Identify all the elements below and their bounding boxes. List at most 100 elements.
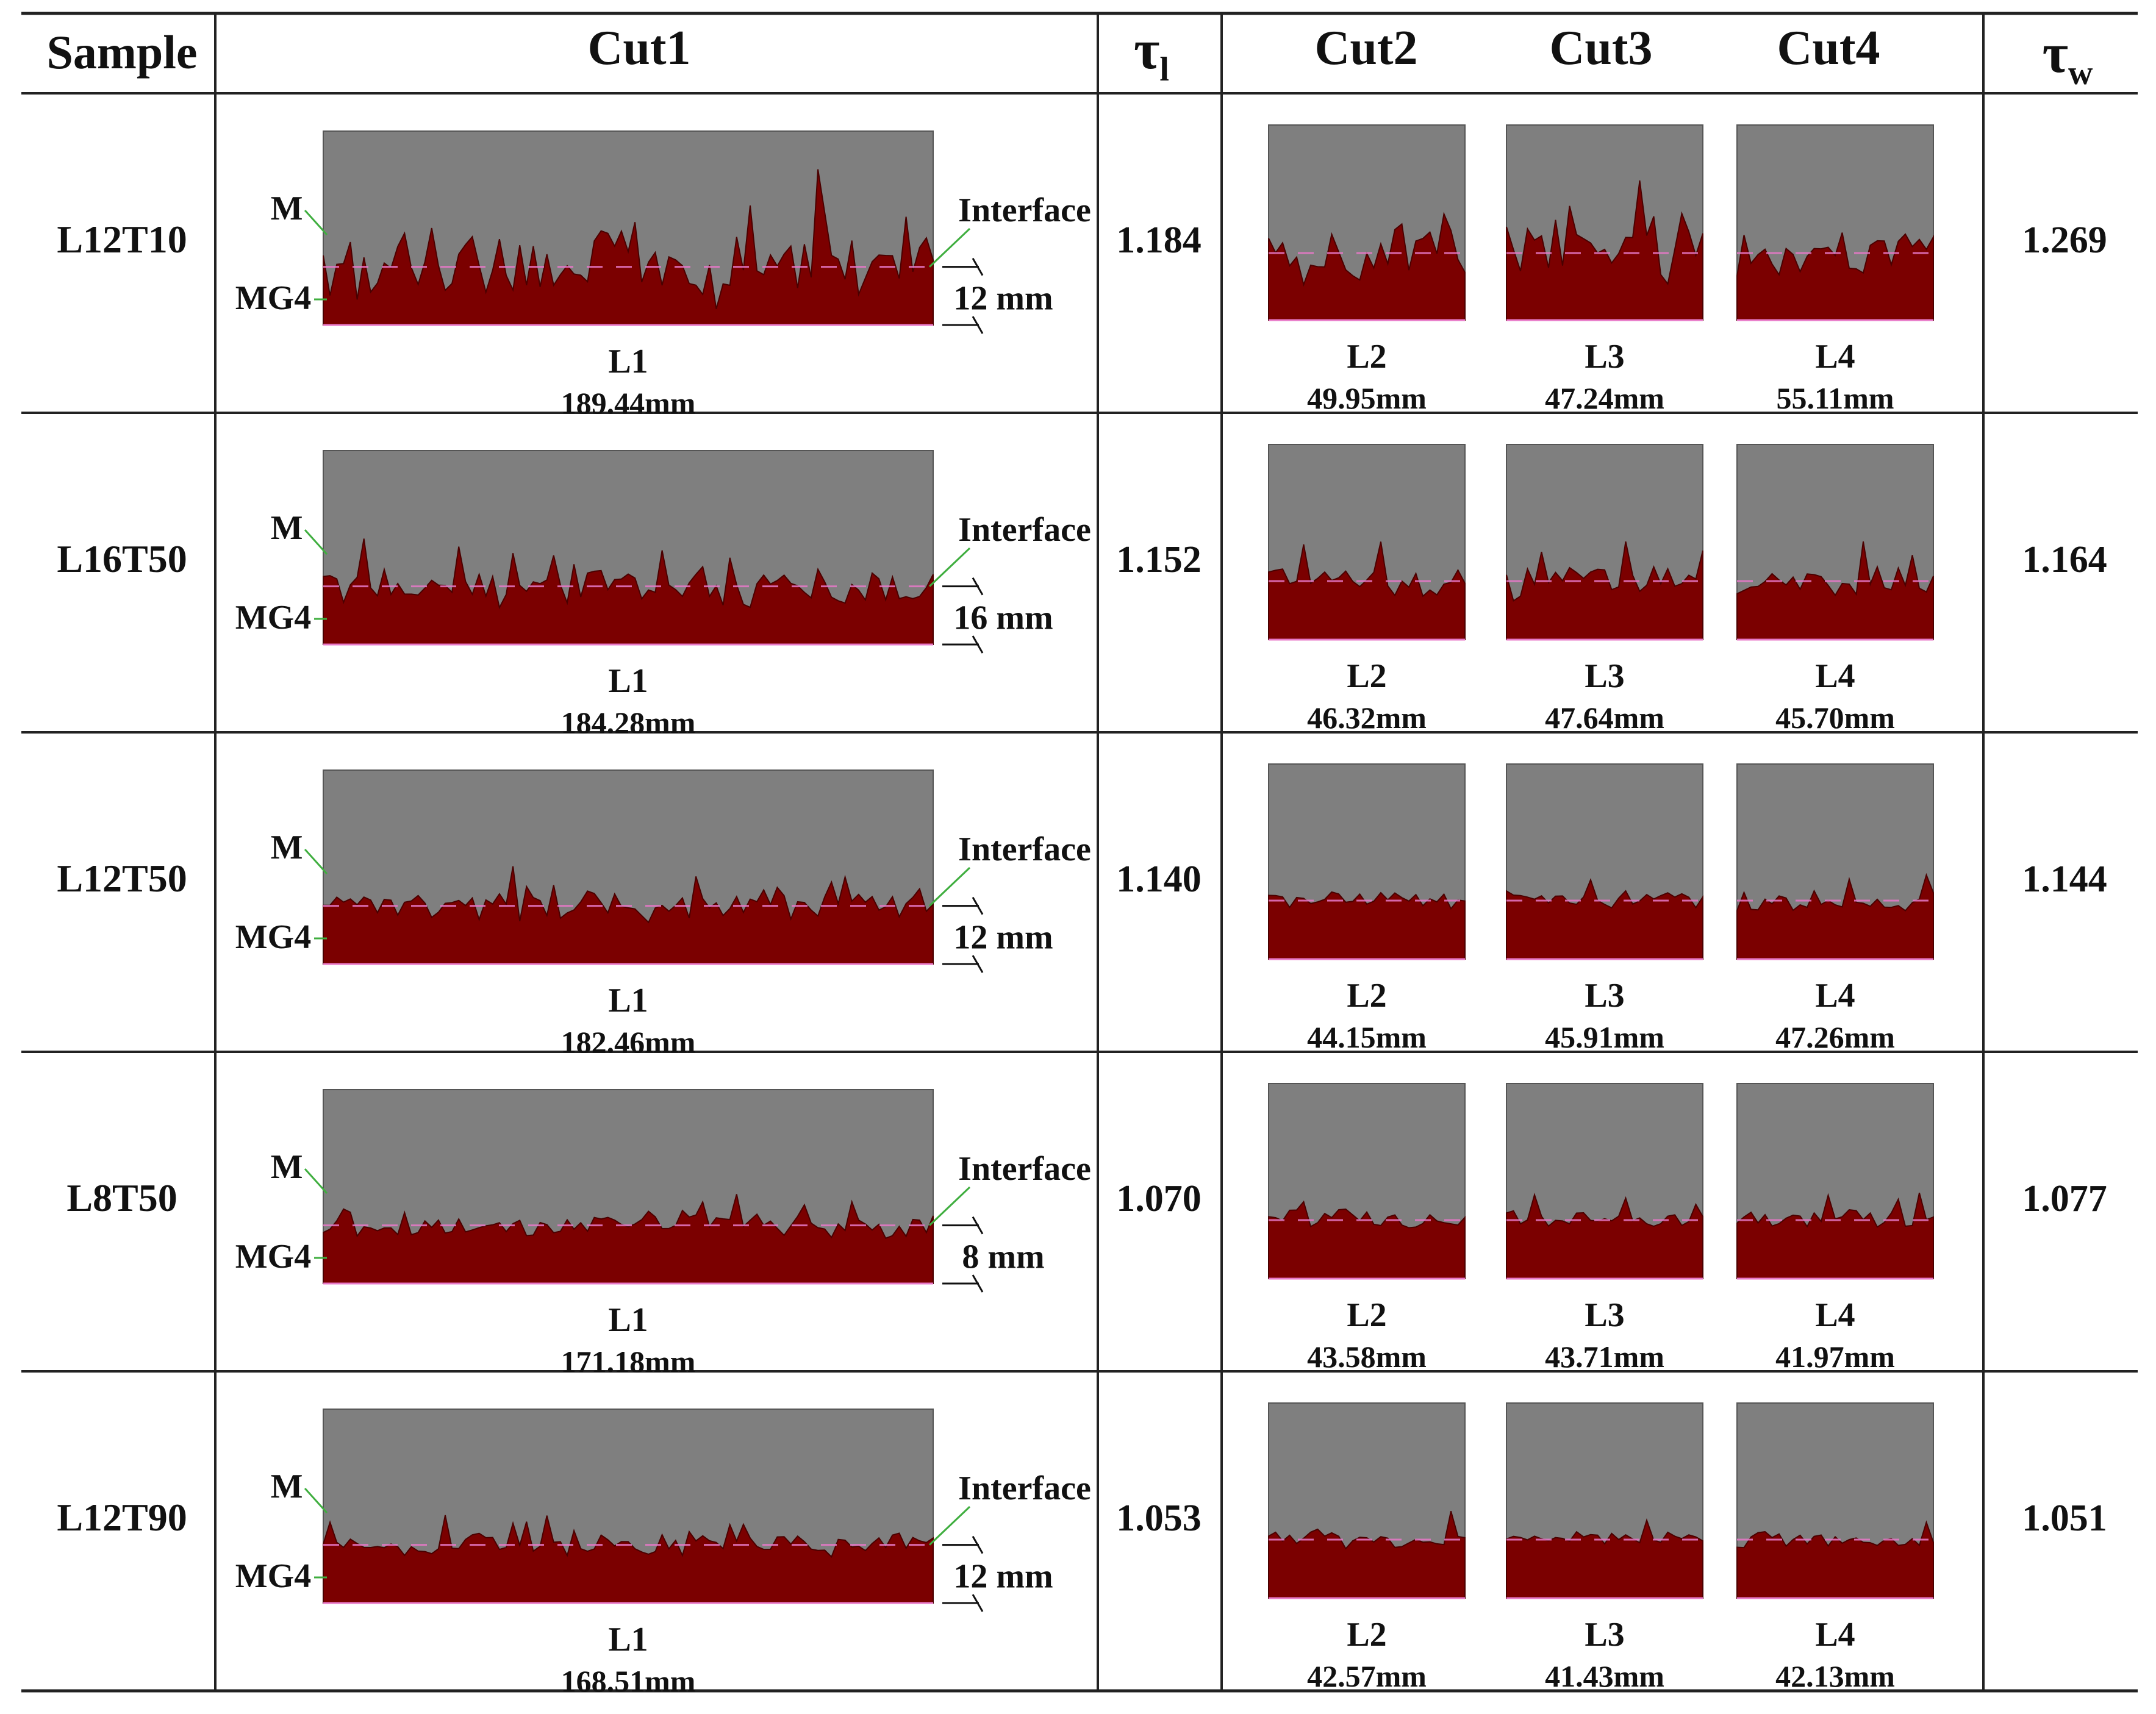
l2-length: 49.95mm: [1307, 381, 1427, 415]
sample-name: L16T50: [57, 537, 187, 580]
l4-label: L4: [1815, 1296, 1855, 1334]
dimension-slash-bottom: [972, 1594, 984, 1612]
header-sample: Sample: [46, 26, 197, 79]
table-row: L16T50 M MG4 Interface 16 mm L1 184.28mm 1.152 L…: [57, 444, 2107, 740]
leader-m: [304, 1168, 328, 1194]
l3-label: L3: [1585, 977, 1624, 1015]
tau-w-value: 1.269: [2022, 220, 2107, 261]
l2-label: L2: [1347, 657, 1386, 695]
thickness-label: 8 mm: [962, 1238, 1044, 1276]
l4-label: L4: [1815, 977, 1855, 1015]
label-interface: Interface: [958, 191, 1091, 229]
sample-name: L8T50: [66, 1176, 177, 1219]
header-cut4: Cut4: [1777, 21, 1880, 75]
cut4-section-mg4-region: [1736, 1192, 1934, 1279]
cut3-section-mg4-region: [1506, 541, 1703, 640]
thickness-label: 16 mm: [953, 599, 1053, 637]
l2-label: L2: [1347, 338, 1386, 376]
cut2-section-mg4-region: [1268, 212, 1466, 321]
label-interface: Interface: [958, 1469, 1091, 1507]
l1-label: L1: [608, 1301, 648, 1339]
label-m: M: [271, 190, 303, 227]
label-interface: Interface: [958, 830, 1091, 868]
cut2-section-mg4-region: [1268, 1200, 1466, 1279]
leader-m: [304, 1487, 328, 1514]
table-row: L8T50 M MG4 Interface 8 mm L1 171.18mm 1.070 L2 4…: [66, 1083, 2107, 1379]
l3-label: L3: [1585, 1296, 1624, 1334]
dimension-slash-top: [972, 257, 984, 276]
thickness-label: 12 mm: [953, 1557, 1053, 1595]
l4-length: 45.70mm: [1775, 701, 1895, 735]
l3-length: 43.71mm: [1545, 1340, 1664, 1374]
tau-w-value: 1.051: [2022, 1498, 2107, 1539]
table-row: L12T50 M MG4 Interface 12 mm L1 182.46mm 1.140 L…: [57, 763, 2107, 1059]
label-mg4: MG4: [235, 1557, 311, 1595]
header-tau-l: τl: [1134, 18, 1169, 88]
dimension-slash-top: [972, 577, 984, 596]
tau-w-value: 1.164: [2022, 539, 2107, 580]
label-m: M: [271, 1148, 303, 1186]
label-m: M: [271, 1468, 303, 1505]
table-body: L12T10 M MG4 Interface 12 mm L1 189.44mm 1.184 L…: [57, 124, 2107, 1698]
l2-length: 46.32mm: [1307, 701, 1427, 735]
sample-name: L12T10: [57, 218, 187, 261]
l4-length: 47.26mm: [1775, 1020, 1895, 1054]
dimension-slash-bottom: [972, 635, 984, 654]
l1-label: L1: [608, 982, 648, 1019]
leader-m: [304, 529, 328, 555]
leader-interface: [928, 547, 971, 587]
l2-label: L2: [1347, 977, 1386, 1015]
header-cut3: Cut3: [1550, 21, 1653, 75]
tau-l-value: 1.053: [1116, 1498, 1202, 1539]
l1-length: 184.28mm: [561, 705, 696, 740]
l3-length: 47.64mm: [1545, 701, 1664, 735]
cut4-section-mg4-region: [1736, 873, 1934, 960]
leader-interface: [928, 1186, 971, 1226]
thickness-label: 12 mm: [953, 279, 1053, 317]
table-row: L12T10 M MG4 Interface 12 mm L1 189.44mm 1.184 L…: [57, 124, 2107, 420]
label-mg4: MG4: [235, 918, 311, 956]
cut1-section-mg4-region: [323, 866, 934, 965]
l1-length: 168.51mm: [561, 1664, 696, 1698]
dimension-slash-top: [972, 1216, 984, 1235]
tau-w-value: 1.144: [2022, 859, 2107, 900]
cut2-section-mg4-region: [1268, 541, 1466, 640]
sample-name: L12T90: [57, 1496, 187, 1539]
label-mg4: MG4: [235, 279, 311, 317]
l1-length: 182.46mm: [561, 1025, 696, 1059]
label-m: M: [271, 509, 303, 547]
l1-length: 189.44mm: [561, 386, 696, 420]
l3-label: L3: [1585, 338, 1624, 376]
cut3-section-mg4-region: [1506, 180, 1703, 321]
cut4-section-mg4-region: [1736, 541, 1934, 640]
l3-label: L3: [1585, 657, 1624, 695]
thickness-label: 12 mm: [953, 918, 1053, 956]
tau-l-value: 1.152: [1116, 539, 1202, 580]
header-cut2: Cut2: [1315, 21, 1418, 75]
leader-interface: [928, 227, 971, 268]
table-rules: [21, 12, 2138, 1693]
l3-label: L3: [1585, 1616, 1624, 1654]
l2-length: 43.58mm: [1307, 1340, 1427, 1374]
leader-interface: [928, 866, 971, 907]
dimension-slash-bottom: [972, 955, 984, 973]
l1-label: L1: [608, 1621, 648, 1659]
l2-length: 42.57mm: [1307, 1659, 1427, 1693]
l4-label: L4: [1815, 338, 1855, 376]
table-row: L12T90 M MG4 Interface 12 mm L1 168.51mm 1.053 L…: [57, 1402, 2107, 1698]
leader-m: [304, 209, 328, 236]
l2-label: L2: [1347, 1296, 1386, 1334]
l4-label: L4: [1815, 657, 1855, 695]
tau-l-value: 1.140: [1116, 859, 1202, 900]
l1-length: 171.18mm: [561, 1344, 696, 1379]
l3-length: 41.43mm: [1545, 1659, 1664, 1693]
label-mg4: MG4: [235, 599, 311, 637]
cut3-section-mg4-region: [1506, 1518, 1703, 1599]
tau-l-value: 1.070: [1116, 1178, 1202, 1219]
l1-label: L1: [608, 343, 648, 380]
cut1-section-mg4-region: [323, 169, 934, 326]
leader-interface: [928, 1505, 971, 1546]
l4-length: 41.97mm: [1775, 1340, 1895, 1374]
